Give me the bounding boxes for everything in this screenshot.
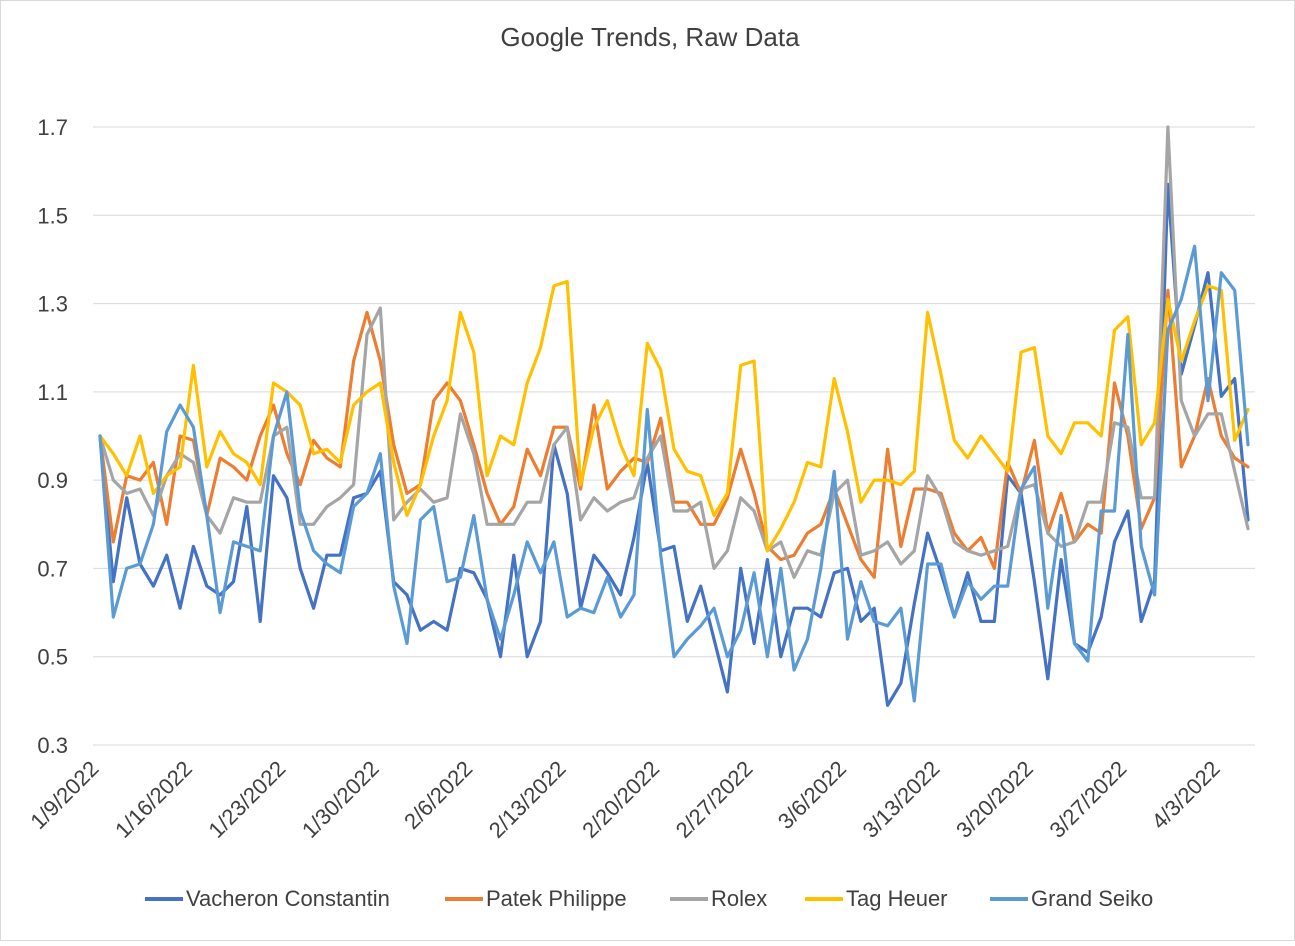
legend[interactable]: Vacheron Constantin Patek Philippe Rolex Ta… <box>145 886 1153 911</box>
chart-title: Google Trends, Raw Data <box>500 22 800 52</box>
legend-item-grand-seiko[interactable]: Grand Seiko <box>990 886 1153 911</box>
y-tick-label: 1.3 <box>37 292 68 317</box>
legend-item-vacheron-constantin[interactable]: Vacheron Constantin <box>145 886 390 911</box>
y-tick-label: 0.3 <box>37 733 68 758</box>
series-line-tag-heuer <box>98 279 1250 553</box>
y-tick-label: 1.7 <box>37 115 68 140</box>
legend-label: Grand Seiko <box>1031 886 1153 911</box>
y-tick-label: 0.9 <box>37 468 68 493</box>
y-tick-label: 1.5 <box>37 203 68 228</box>
series-line-grand-seiko <box>98 244 1250 703</box>
legend-label: Patek Philippe <box>486 886 627 911</box>
legend-item-tag-heuer[interactable]: Tag Heuer <box>805 886 948 911</box>
y-tick-label: 0.5 <box>37 645 68 670</box>
legend-label: Vacheron Constantin <box>186 886 390 911</box>
series-line-vacheron-constantin <box>98 182 1250 707</box>
y-tick-label: 1.1 <box>37 380 68 405</box>
legend-item-patek-philippe[interactable]: Patek Philippe <box>445 886 627 911</box>
y-axis-ticks: 0.3 0.5 0.7 0.9 1.1 1.3 1.5 1.7 <box>37 115 68 758</box>
y-tick-label: 0.7 <box>37 556 68 581</box>
legend-item-rolex[interactable]: Rolex <box>670 886 767 911</box>
legend-label: Tag Heuer <box>846 886 948 911</box>
legend-label: Rolex <box>711 886 767 911</box>
series-lines <box>98 125 1250 707</box>
